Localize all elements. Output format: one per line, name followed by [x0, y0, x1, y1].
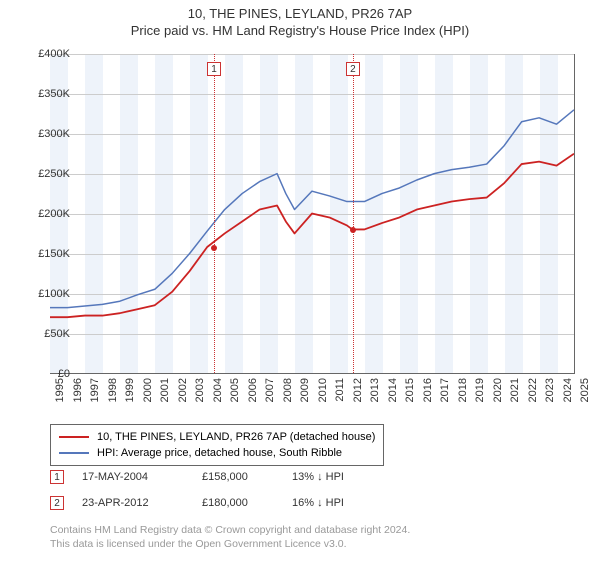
- sale-date: 17-MAY-2004: [82, 471, 202, 483]
- legend-swatch: [59, 436, 89, 438]
- x-axis-label: 2012: [352, 378, 364, 402]
- sale-marker-icon: 1: [50, 470, 64, 484]
- x-axis-label: 2014: [387, 378, 399, 402]
- x-axis-label: 2022: [527, 378, 539, 402]
- legend: 10, THE PINES, LEYLAND, PR26 7AP (detach…: [50, 424, 384, 466]
- legend-label: 10, THE PINES, LEYLAND, PR26 7AP (detach…: [97, 431, 375, 443]
- x-axis-label: 2019: [474, 378, 486, 402]
- line-svg: [50, 54, 574, 373]
- x-axis-label: 2021: [509, 378, 521, 402]
- x-axis-label: 2004: [212, 378, 224, 402]
- sale-price: £180,000: [202, 497, 292, 509]
- x-axis-label: 2015: [404, 378, 416, 402]
- x-axis-label: 1999: [124, 378, 136, 402]
- x-axis-label: 2008: [282, 378, 294, 402]
- x-axis-label: 2025: [579, 378, 591, 402]
- y-axis-label: £200K: [25, 208, 70, 220]
- y-axis-label: £50K: [25, 328, 70, 340]
- x-axis-label: 2010: [317, 378, 329, 402]
- x-axis-label: 2005: [229, 378, 241, 402]
- series-line-hpi: [50, 110, 574, 308]
- x-axis-label: 2007: [264, 378, 276, 402]
- legend-swatch: [59, 452, 89, 454]
- x-axis-label: 1996: [72, 378, 84, 402]
- x-axis-label: 2003: [194, 378, 206, 402]
- x-axis-label: 2000: [142, 378, 154, 402]
- sale-pct: 16% ↓ HPI: [292, 497, 372, 509]
- sale-row: 1 17-MAY-2004 £158,000 13% ↓ HPI: [50, 470, 372, 484]
- footer-line: Contains HM Land Registry data © Crown c…: [50, 524, 410, 538]
- x-axis-label: 2017: [439, 378, 451, 402]
- x-axis-label: 2001: [159, 378, 171, 402]
- legend-item: 10, THE PINES, LEYLAND, PR26 7AP (detach…: [59, 429, 375, 445]
- marker-line: [353, 54, 354, 373]
- legend-label: HPI: Average price, detached house, Sout…: [97, 447, 342, 459]
- y-axis-label: £300K: [25, 128, 70, 140]
- sale-row: 2 23-APR-2012 £180,000 16% ↓ HPI: [50, 496, 372, 510]
- plot-area: 12: [50, 54, 575, 374]
- sale-point-dot: [211, 245, 217, 251]
- x-axis-label: 2013: [369, 378, 381, 402]
- y-axis-label: £250K: [25, 168, 70, 180]
- x-axis-label: 1997: [89, 378, 101, 402]
- x-axis-label: 2018: [457, 378, 469, 402]
- marker-line: [214, 54, 215, 373]
- marker-label: 2: [346, 62, 360, 76]
- sale-marker-icon: 2: [50, 496, 64, 510]
- x-axis-label: 2009: [299, 378, 311, 402]
- x-axis-label: 2002: [177, 378, 189, 402]
- x-axis-label: 1998: [107, 378, 119, 402]
- sale-price: £158,000: [202, 471, 292, 483]
- sale-point-dot: [350, 227, 356, 233]
- marker-label: 1: [207, 62, 221, 76]
- x-axis-label: 2023: [544, 378, 556, 402]
- legend-item: HPI: Average price, detached house, Sout…: [59, 445, 375, 461]
- y-axis-label: £150K: [25, 248, 70, 260]
- footer-line: This data is licensed under the Open Gov…: [50, 538, 347, 552]
- x-axis-label: 2006: [247, 378, 259, 402]
- x-axis-label: 2016: [422, 378, 434, 402]
- x-axis-label: 2011: [334, 378, 346, 402]
- series-line-property: [50, 154, 574, 317]
- chart-container: 10, THE PINES, LEYLAND, PR26 7AP Price p…: [0, 6, 600, 566]
- y-axis-label: £100K: [25, 288, 70, 300]
- y-axis-label: £350K: [25, 88, 70, 100]
- sale-date: 23-APR-2012: [82, 497, 202, 509]
- sale-pct: 13% ↓ HPI: [292, 471, 372, 483]
- x-axis-label: 2024: [562, 378, 574, 402]
- x-axis-label: 2020: [492, 378, 504, 402]
- chart-subtitle: Price paid vs. HM Land Registry's House …: [0, 23, 600, 38]
- x-axis-label: 1995: [54, 378, 66, 402]
- chart-title: 10, THE PINES, LEYLAND, PR26 7AP: [0, 6, 600, 21]
- y-axis-label: £400K: [25, 48, 70, 60]
